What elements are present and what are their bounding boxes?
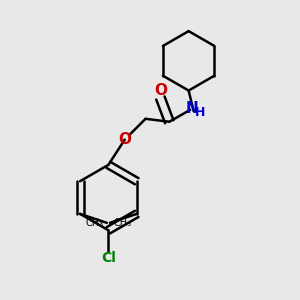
Text: O: O (118, 132, 131, 147)
Text: N: N (185, 101, 198, 116)
Text: H: H (195, 106, 206, 119)
Text: CH₃: CH₃ (85, 218, 103, 228)
Text: O: O (154, 83, 167, 98)
Text: Cl: Cl (101, 251, 116, 266)
Text: CH₃: CH₃ (113, 218, 131, 228)
